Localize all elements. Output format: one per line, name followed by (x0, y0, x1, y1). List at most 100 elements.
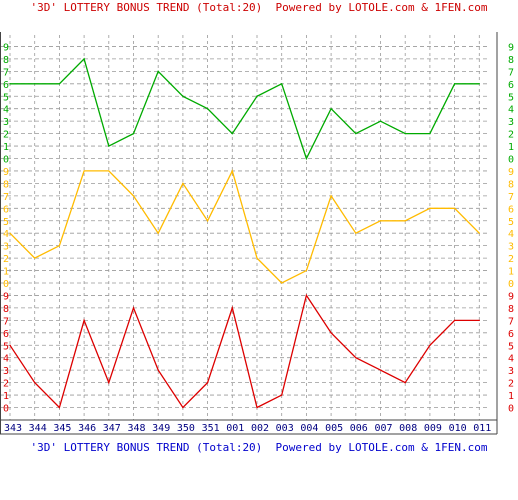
digit-label-right: 3 (508, 117, 514, 128)
digit-label-left: 2 (3, 379, 9, 390)
orange-point (330, 195, 332, 197)
green-point (305, 157, 307, 160)
green-point (231, 133, 233, 135)
digit-label-left: 5 (3, 92, 9, 103)
digit-label-right: 7 (508, 67, 514, 78)
x-tick-label: 011 (473, 423, 491, 434)
green-point (355, 133, 357, 135)
green-point (83, 58, 85, 60)
orange-point (83, 170, 85, 172)
green-point (34, 83, 36, 85)
orange-point (9, 232, 11, 234)
digit-label-right: 1 (508, 267, 514, 278)
digit-label-left: 9 (3, 167, 9, 178)
orange-series-line (9, 169, 480, 284)
chart-title-top: '3D' LOTTERY BONUS TREND (Total:20) Powe… (31, 1, 488, 14)
digit-label-left: 9 (3, 42, 9, 53)
x-tick-label: 003 (276, 423, 294, 434)
digit-label-left: 6 (3, 329, 9, 340)
digit-label-left: 2 (3, 254, 9, 265)
green-point (108, 145, 110, 147)
x-tick-label: 002 (251, 423, 269, 434)
red-point (83, 319, 85, 321)
digit-label-right: 2 (508, 379, 514, 390)
digit-label-left: 5 (3, 217, 9, 228)
chart-title-bottom: '3D' LOTTERY BONUS TREND (Total:20) Powe… (31, 441, 488, 454)
digit-label-right: 3 (508, 366, 514, 377)
digit-label-left: 5 (3, 341, 9, 352)
red-point (355, 357, 357, 359)
digit-label-right: 6 (508, 204, 514, 215)
green-point (207, 108, 209, 110)
digit-label-right: 7 (508, 316, 514, 327)
digit-label-left: 9 (3, 291, 9, 302)
x-tick-label: 346 (78, 423, 96, 434)
x-tick-label: 347 (103, 423, 121, 434)
digit-label-right: 0 (508, 404, 514, 415)
red-point (157, 369, 159, 371)
x-tick-labels: 343 344 345 346 347 348 349 350 351 001 002 003 004 0… (4, 423, 491, 434)
x-tick-label: 343 (4, 423, 22, 434)
digit-label-right: 9 (508, 291, 514, 302)
x-tick-label: 348 (127, 423, 145, 434)
digit-label-left: 3 (3, 117, 9, 128)
x-tick-label: 007 (374, 423, 392, 434)
red-point (404, 382, 406, 384)
digit-label-right: 9 (508, 42, 514, 53)
red-point (305, 294, 307, 297)
orange-point (305, 269, 307, 272)
digit-label-right: 4 (508, 105, 514, 116)
green-point (429, 133, 431, 135)
digit-label-right: 8 (508, 55, 514, 66)
orange-point (429, 207, 431, 209)
digit-label-right: 5 (508, 341, 514, 352)
green-point (132, 133, 135, 135)
digit-label-right: 6 (508, 80, 514, 91)
digit-label-right: 5 (508, 217, 514, 228)
digit-label-left: 3 (3, 242, 9, 253)
red-series-line (9, 293, 480, 409)
digit-label-right: 0 (508, 279, 514, 290)
digit-label-right: 2 (508, 130, 514, 141)
digit-label-right: 7 (508, 192, 514, 203)
digit-label-left: 1 (3, 142, 9, 153)
orange-point (379, 220, 382, 222)
green-series-line (10, 57, 480, 161)
digit-label-left: 0 (3, 404, 9, 415)
digit-label-left: 8 (3, 304, 9, 315)
x-tick-label: 008 (399, 423, 417, 434)
orange-point (281, 282, 283, 284)
orange-point (355, 232, 357, 234)
green-point (157, 70, 159, 72)
digit-label-right: 9 (508, 167, 514, 178)
digit-label-right: 6 (508, 329, 514, 340)
red-point (330, 332, 332, 334)
digit-label-right: 1 (508, 391, 514, 402)
red-point (256, 406, 258, 409)
digit-label-right: 1 (508, 142, 514, 153)
green-point (256, 95, 258, 97)
red-point (454, 319, 456, 321)
digit-label-left: 0 (3, 279, 9, 290)
red-point (58, 406, 61, 409)
digit-label-left: 7 (3, 192, 9, 203)
digit-label-right: 8 (508, 304, 514, 315)
green-point (454, 83, 456, 85)
red-point (34, 382, 36, 384)
green-point (281, 83, 283, 85)
green-point (404, 133, 406, 135)
digit-label-left: 8 (3, 55, 9, 66)
green-point (182, 95, 184, 97)
x-tick-label: 349 (152, 423, 170, 434)
digit-label-left: 7 (3, 67, 9, 78)
digit-label-left: 7 (3, 316, 9, 327)
digit-label-left: 0 (3, 155, 9, 166)
x-tick-label: 005 (325, 423, 343, 434)
red-point (182, 406, 184, 409)
digit-label-left: 4 (3, 354, 9, 365)
digit-label-left: 6 (3, 80, 9, 91)
green-point (478, 83, 480, 85)
digit-label-right: 8 (508, 179, 514, 190)
digit-label-left: 4 (3, 229, 9, 240)
